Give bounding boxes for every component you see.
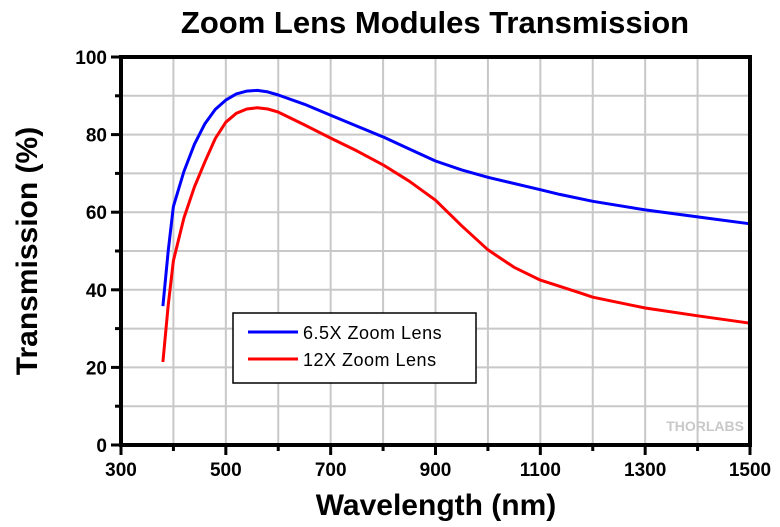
x-tick-label: 700 xyxy=(315,460,347,481)
x-axis-label: Wavelength (nm) xyxy=(316,489,557,522)
legend-label: 6.5X Zoom Lens xyxy=(303,323,442,343)
legend-label: 12X Zoom Lens xyxy=(303,350,437,370)
x-tick-label: 900 xyxy=(420,460,452,481)
y-tick-label: 60 xyxy=(86,203,107,224)
y-tick-label: 0 xyxy=(96,436,107,457)
legend-box xyxy=(232,312,477,384)
thorlabs-watermark: THORLABS xyxy=(666,418,744,434)
legend: 6.5X Zoom Lens 12X Zoom Lens xyxy=(232,312,477,384)
series-line-6-5x-zoom-lens xyxy=(161,88,751,307)
y-tick-label: 100 xyxy=(75,48,107,69)
y-tick-label: 40 xyxy=(86,281,107,302)
x-tick-label: 500 xyxy=(210,460,242,481)
y-tick-label: 20 xyxy=(86,358,107,379)
series-layer xyxy=(161,88,751,363)
x-tick-label: 300 xyxy=(105,460,137,481)
x-tick-label: 1500 xyxy=(729,460,771,481)
y-axis-label: Transmission (%) xyxy=(11,127,44,375)
ticks: 300 500 700 900 1100 1300 1500 0 20 40 60 80 100 xyxy=(75,48,771,481)
x-tick-label: 1300 xyxy=(624,460,666,481)
x-tick-label: 1100 xyxy=(520,460,561,481)
grid xyxy=(121,57,750,445)
series-line-12x-zoom-lens xyxy=(161,106,751,363)
y-tick-label: 80 xyxy=(86,126,107,147)
chart-title: Zoom Lens Modules Transmission xyxy=(181,5,689,40)
